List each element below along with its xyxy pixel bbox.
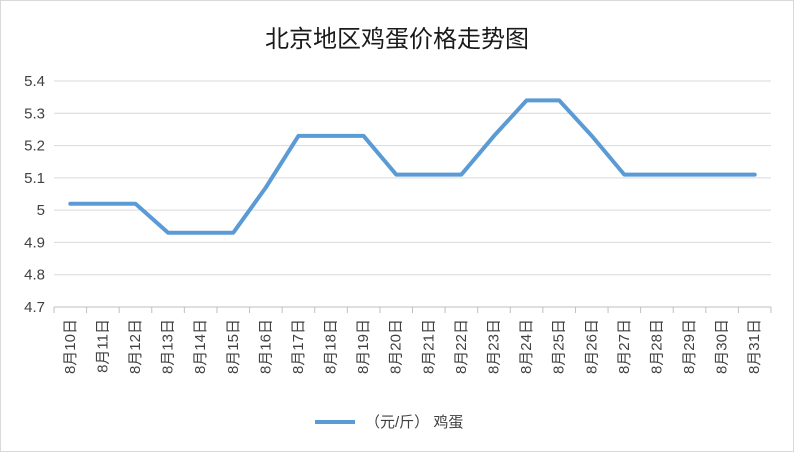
data-point [167, 232, 169, 234]
data-point [754, 174, 756, 176]
data-point [265, 187, 267, 189]
x-tick-label: 8月19日 [355, 319, 372, 374]
data-point [134, 203, 136, 205]
data-point [493, 135, 495, 137]
x-tick-label: 8月14日 [192, 319, 209, 374]
legend: （元/斤） 鸡蛋 [315, 414, 463, 431]
y-tick-label: 4.7 [24, 299, 45, 316]
x-tick-label: 8月11日 [94, 319, 111, 373]
data-point [200, 232, 202, 234]
y-tick-label: 5 [37, 202, 45, 219]
y-tick-label: 4.9 [24, 234, 45, 251]
data-point [591, 135, 593, 137]
legend-label: （元/斤） 鸡蛋 [365, 414, 463, 431]
x-tick-label: 8月22日 [453, 319, 470, 374]
y-tick-label: 5.3 [24, 105, 45, 122]
x-tick-label: 8月13日 [160, 319, 177, 374]
x-tick-label: 8月27日 [616, 319, 633, 374]
x-tick-label: 8月25日 [551, 319, 568, 374]
x-tick-label: 8月18日 [323, 319, 340, 374]
data-point [395, 174, 397, 176]
y-tick-label: 5.2 [24, 138, 45, 155]
y-tick-label: 4.8 [24, 267, 45, 284]
series-layer [68, 98, 757, 235]
x-tick-label: 8月23日 [485, 319, 502, 374]
x-tick-label: 8月26日 [583, 319, 600, 374]
data-point [102, 203, 104, 205]
data-point [428, 174, 430, 176]
data-point [656, 174, 658, 176]
data-point [363, 135, 365, 137]
y-tick-label: 5.1 [24, 170, 45, 187]
data-point [526, 99, 528, 101]
data-point [460, 174, 462, 176]
data-point [689, 174, 691, 176]
x-axis: 8月10日 8月11日 8月12日 8月13日 8月14日 8月15日 8月16日 8月17日… [53, 307, 772, 374]
x-tick-label: 8月16日 [257, 319, 274, 374]
y-tick-label: 5.4 [24, 73, 45, 90]
data-point [330, 135, 332, 137]
data-point [232, 232, 234, 234]
x-tick-label: 8月15日 [225, 319, 242, 374]
x-tick-label: 8月10日 [62, 319, 79, 374]
data-point [721, 174, 723, 176]
x-tick-label: 8月12日 [127, 319, 144, 374]
y-axis: 4.7 4.8 4.9 5 5.1 5.2 5.3 5.4 [24, 73, 45, 316]
x-tick-label: 8月30日 [714, 319, 731, 374]
data-point [297, 135, 299, 137]
x-tick-label: 8月31日 [746, 319, 763, 374]
data-point [623, 174, 625, 176]
x-tick-label: 8月24日 [518, 319, 535, 374]
x-tick-label: 8月20日 [388, 319, 405, 374]
chart-title: 北京地区鸡蛋价格走势图 [265, 25, 529, 53]
grid-lines [54, 80, 771, 308]
x-tick-label: 8月28日 [648, 319, 665, 374]
data-point [69, 203, 71, 205]
x-tick-label: 8月17日 [290, 319, 307, 374]
x-tick-label: 8月21日 [420, 319, 437, 374]
series-line-0 [68, 98, 757, 235]
data-point [558, 99, 560, 101]
x-tick-label: 8月29日 [681, 319, 698, 374]
